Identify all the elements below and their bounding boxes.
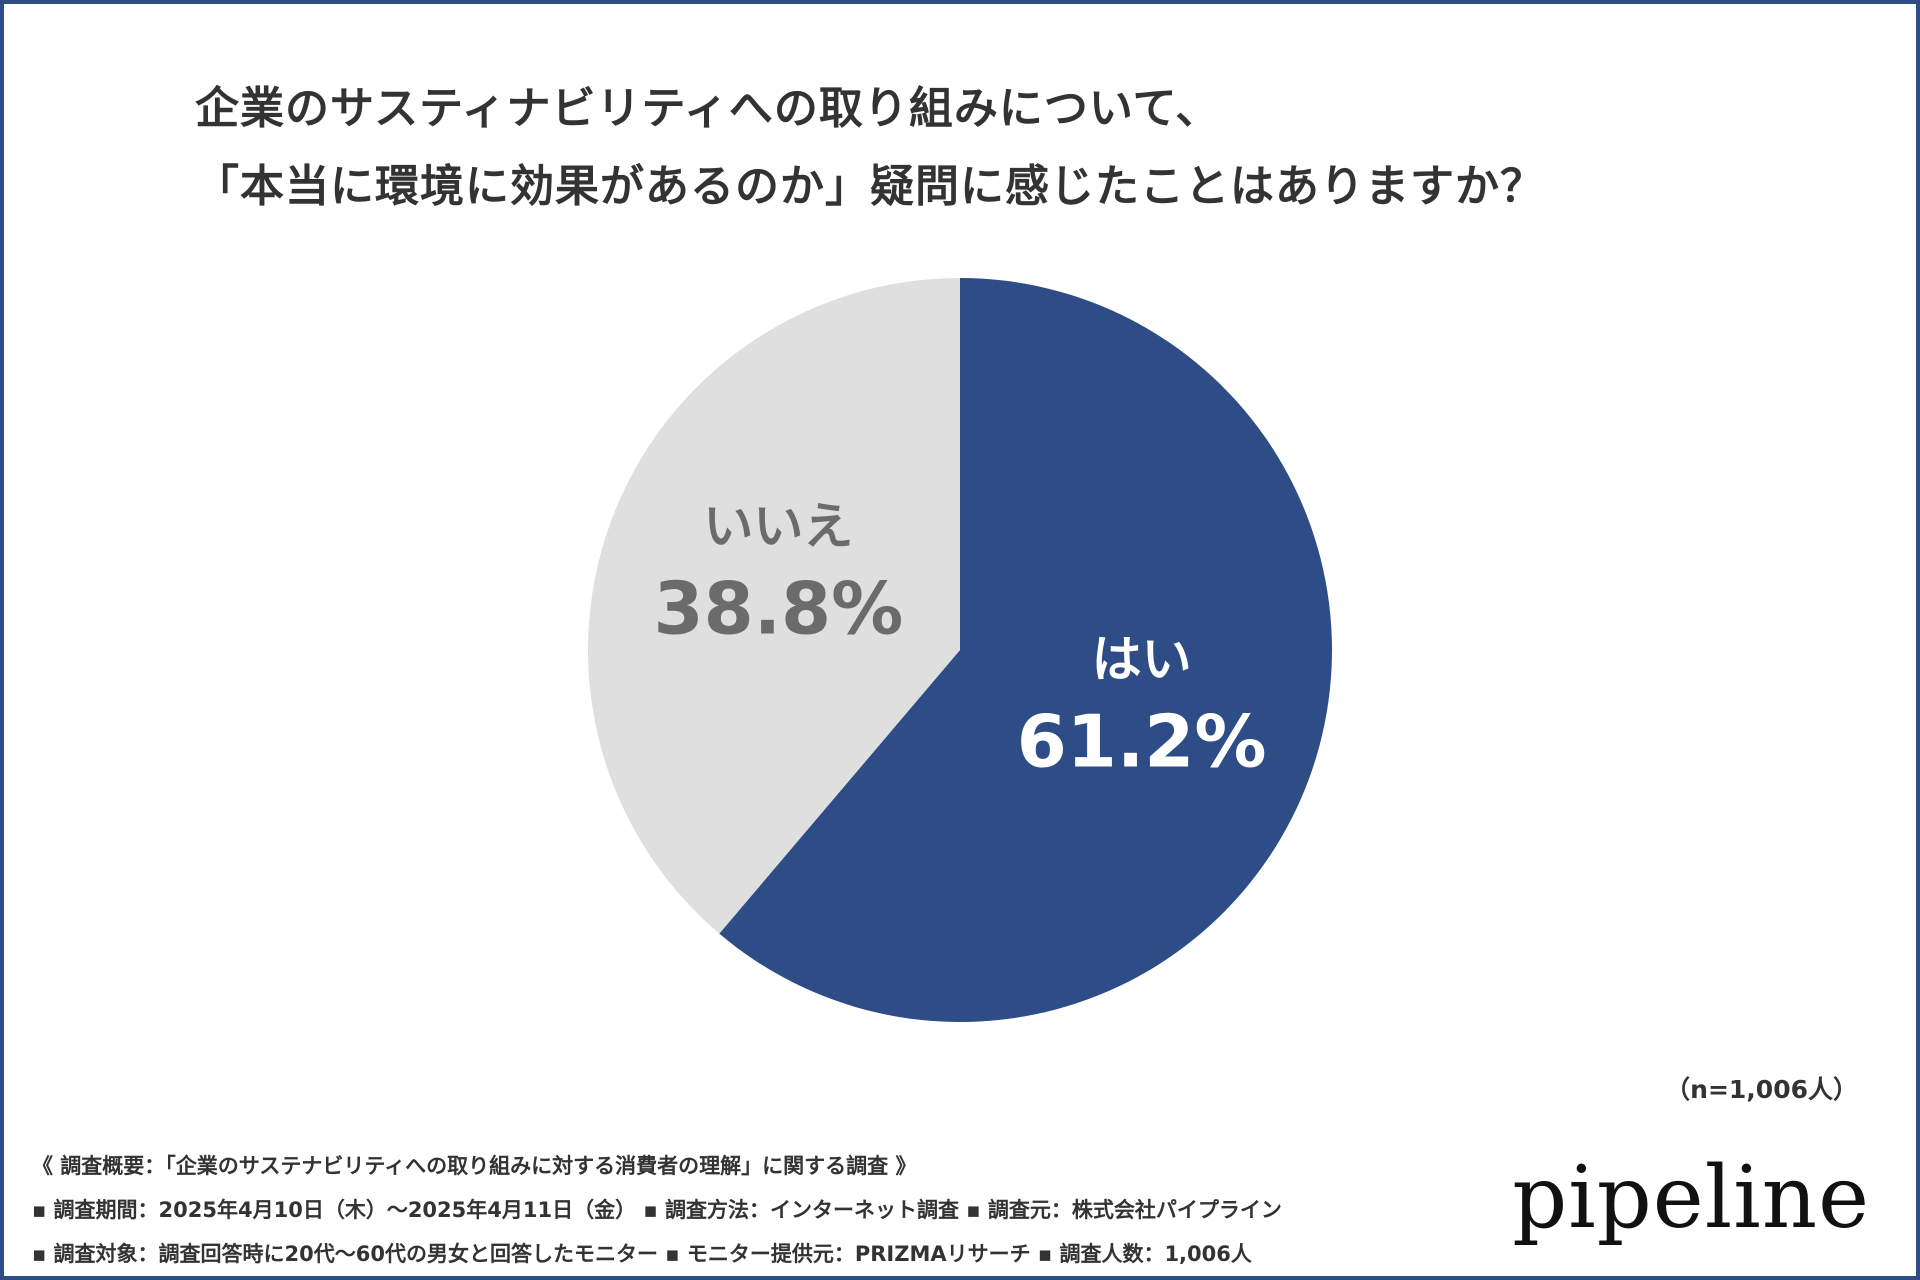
pipeline-logo: pipeline — [1512, 1148, 1870, 1248]
pie-slice-label-0: はい — [1092, 631, 1192, 689]
pie-slice-value-0: 61.2% — [1017, 700, 1267, 784]
pie-slice-0 — [719, 278, 1332, 1022]
title-line-1: 企業のサスティナビリティへの取り組みについて、 — [195, 83, 1221, 134]
sample-size: （n=1,006人） — [1665, 1075, 1858, 1104]
survey-overview: 《 調査概要：「企業のサステナビリティへの取り組みに対する消費者の理解」に関する… — [32, 1144, 1452, 1276]
survey-target: ▪ 調査対象：調査回答時に20代〜60代の男女と回答したモニター ▪ モニター提… — [32, 1242, 1252, 1266]
pie-slice-1 — [588, 278, 960, 934]
pie-slice-value-1: 38.8% — [654, 566, 904, 650]
chart-title: 企業のサスティナビリティへの取り組みについて、 「本当に環境に効果があるのか」疑… — [195, 70, 1795, 226]
pie-slice-label-1: いいえ — [703, 497, 853, 555]
survey-overview-heading: 《 調査概要：「企業のサステナビリティへの取り組みに対する消費者の理解」に関する… — [32, 1154, 917, 1178]
title-line-2: 「本当に環境に効果があるのか」疑問に感じたことはありますか？ — [195, 161, 1545, 212]
survey-period-method: ▪ 調査期間：2025年4月10日（木）〜2025年4月11日（金） ▪ 調査方… — [32, 1198, 1282, 1222]
